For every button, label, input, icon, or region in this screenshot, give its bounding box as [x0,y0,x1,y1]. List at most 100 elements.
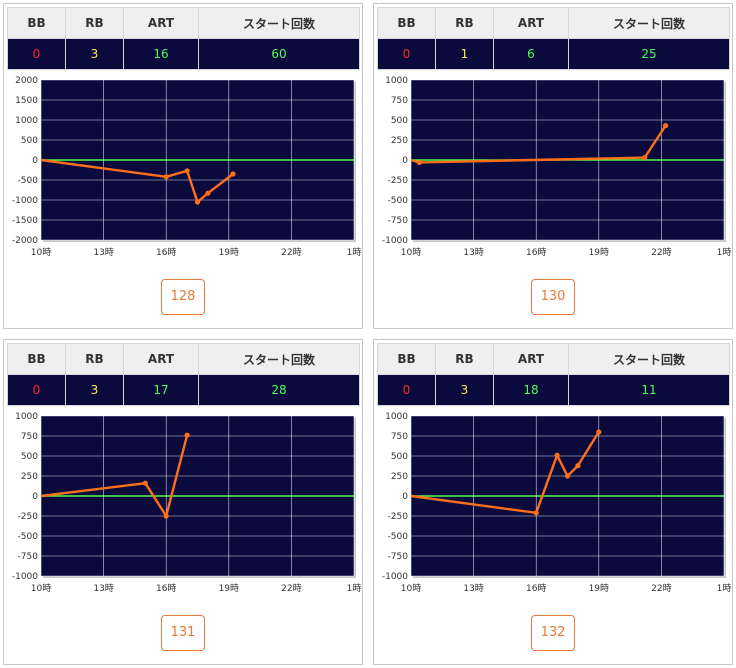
machine-card: BB RB ART スタート回数 0 3 18 11 1000 750 500 250… [373,339,733,665]
data-point [554,452,560,458]
y-tick-label: 250 [21,472,38,482]
machine-card: BB RB ART スタート回数 0 3 17 28 1000 750 500 250… [3,339,363,665]
payout-chart: 1000 750 500 250 0 -250 -500 -750 -1000 10時 13時 16時… [374,70,732,274]
y-tick-label: 500 [21,136,38,146]
rb-value: 1 [435,38,494,70]
x-tick-label: 10時 [401,583,421,594]
rb-header: RB [435,7,494,39]
art-value: 17 [123,374,199,406]
y-tick-label: 250 [391,136,408,146]
y-tick-label: 500 [391,452,408,462]
y-tick-label: -500 [388,196,409,206]
stats-header-row: BB RB ART スタート回数 [377,343,730,375]
x-tick-label: 10時 [401,247,421,258]
machine-number-button[interactable]: 132 [531,615,575,651]
y-tick-label: -500 [18,176,39,186]
stats-value-row: 0 3 16 60 [7,38,360,70]
data-point [416,159,422,165]
data-point [230,171,236,177]
data-point [575,463,581,469]
bb-value: 0 [377,374,436,406]
art-header: ART [493,343,569,375]
data-point [194,199,201,205]
y-tick-label: 1000 [15,412,38,422]
y-tick-label: -1000 [12,196,38,206]
x-tick-label: 13時 [463,247,483,258]
x-tick-label: 22時 [651,583,671,594]
art-value: 6 [493,38,569,70]
y-tick-label: 0 [32,492,38,502]
y-tick-label: 1000 [15,116,38,126]
x-tick-label: 16時 [526,247,546,258]
rb-header: RB [435,343,494,375]
start-count-header: スタート回数 [198,7,360,39]
art-header: ART [123,343,199,375]
x-tick-label: 10時 [31,247,51,258]
x-tick-label: 13時 [93,247,113,258]
data-point [163,513,169,519]
y-tick-label: 750 [391,432,408,442]
series-line [40,158,234,204]
x-tick-label: 1時 [717,583,732,594]
y-tick-label: 250 [391,472,408,482]
x-tick-label: 19時 [589,247,609,258]
stats-header-row: BB RB ART スタート回数 [377,7,730,39]
start-count-value: 28 [198,374,360,406]
data-point [642,155,648,161]
start-count-header: スタート回数 [568,343,730,375]
y-tick-label: 0 [402,156,408,166]
data-point [596,429,602,435]
machine-number-button[interactable]: 131 [161,615,205,651]
art-value: 16 [123,38,199,70]
x-tick-label: 19時 [219,247,239,258]
payout-chart: 1000 750 500 250 0 -250 -500 -750 -1000 10時 13時 16時… [374,406,732,610]
y-tick-label: -1000 [12,572,38,582]
rb-value: 3 [65,374,124,406]
y-tick-label: -500 [18,532,39,542]
machine-number-button[interactable]: 128 [161,279,205,315]
y-tick-label: 500 [21,452,38,462]
y-tick-label: 500 [391,116,408,126]
rb-header: RB [65,343,124,375]
y-tick-label: 0 [402,492,408,502]
y-tick-label: 750 [21,432,38,442]
x-tick-label: 16時 [156,247,176,258]
y-tick-label: -750 [18,552,39,562]
data-point [662,123,669,129]
y-tick-label: -1000 [382,572,408,582]
x-tick-label: 22時 [651,247,671,258]
series-line [410,431,600,515]
payout-chart: 2000 1500 1000 500 0 -500 -1000 -1500 -2000 10時 13… [4,70,362,274]
y-tick-label: 0 [32,156,38,166]
x-tick-label: 19時 [219,583,239,594]
machine-card: BB RB ART スタート回数 0 1 6 25 1000 750 500 250 0… [373,3,733,329]
y-tick-label: -750 [388,552,409,562]
y-tick-label: -1500 [12,216,38,226]
bb-header: BB [377,7,436,39]
rb-value: 3 [65,38,124,70]
stats-value-row: 0 3 17 28 [7,374,360,406]
art-header: ART [493,7,569,39]
y-tick-label: -250 [18,512,39,522]
x-tick-label: 22時 [281,583,301,594]
machine-number-button[interactable]: 130 [531,279,575,315]
x-tick-label: 1時 [347,583,362,594]
y-tick-label: -2000 [12,236,38,246]
stats-table: BB RB ART スタート回数 0 3 17 28 [7,343,360,406]
data-point [142,480,148,486]
y-tick-label: 2000 [15,76,38,86]
payout-chart: 1000 750 500 250 0 -250 -500 -750 -1000 10時 13時 16時… [4,406,362,610]
x-tick-label: 16時 [526,583,546,594]
start-count-header: スタート回数 [198,343,360,375]
y-tick-label: -500 [388,532,409,542]
x-tick-label: 19時 [589,583,609,594]
x-tick-label: 1時 [717,247,732,258]
x-tick-label: 22時 [281,247,301,258]
y-tick-label: 1000 [385,76,408,86]
rb-header: RB [65,7,124,39]
start-count-value: 25 [568,38,730,70]
stats-value-row: 0 1 6 25 [377,38,730,70]
